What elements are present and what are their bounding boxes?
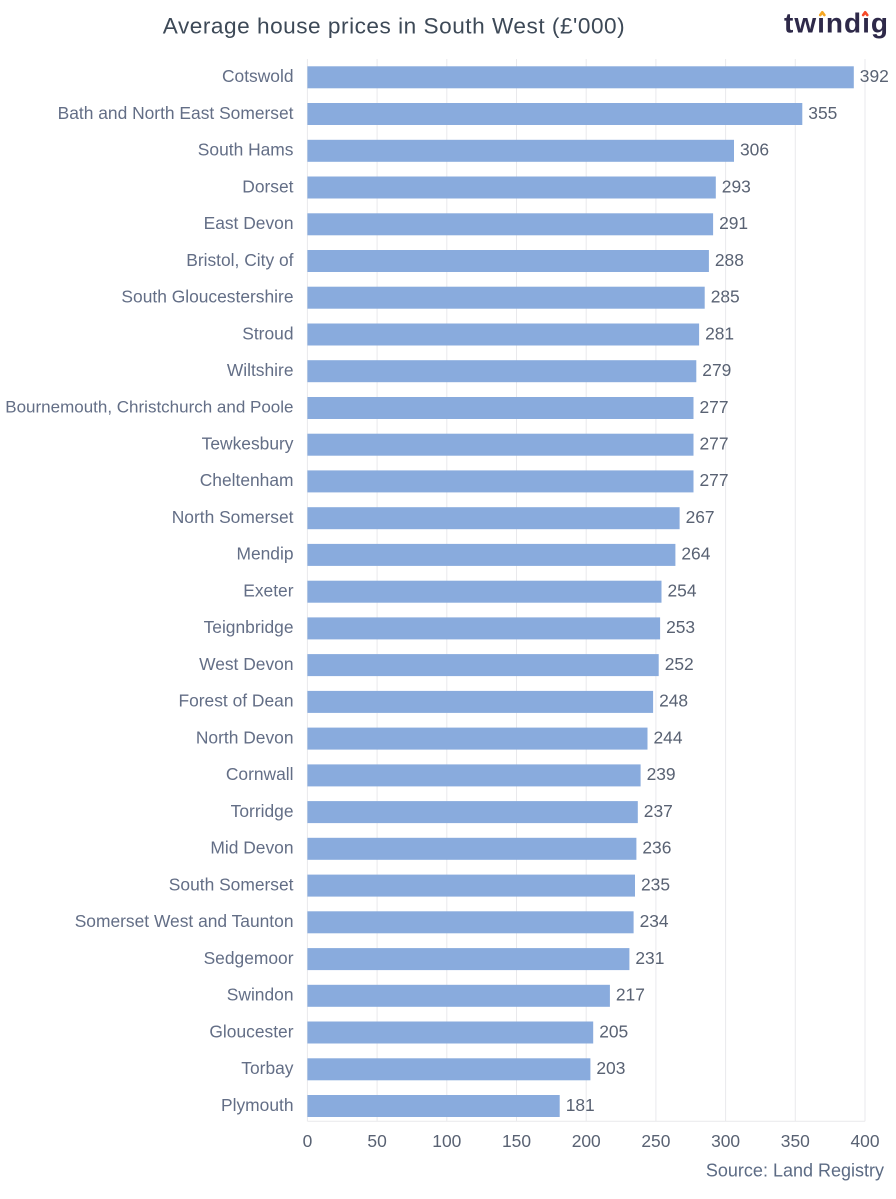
svg-text:355: 355 xyxy=(808,103,837,123)
svg-text:234: 234 xyxy=(640,911,669,931)
svg-text:Torbay: Torbay xyxy=(241,1058,294,1078)
svg-text:North Somerset: North Somerset xyxy=(172,507,294,527)
svg-text:267: 267 xyxy=(686,507,715,527)
svg-text:Sedgemoor: Sedgemoor xyxy=(204,948,294,968)
svg-text:281: 281 xyxy=(705,323,734,343)
svg-text:50: 50 xyxy=(367,1131,386,1151)
svg-text:Mendip: Mendip xyxy=(236,544,293,564)
svg-text:South Hams: South Hams xyxy=(198,140,294,160)
svg-text:203: 203 xyxy=(596,1058,625,1078)
svg-text:288: 288 xyxy=(715,250,744,270)
svg-text:150: 150 xyxy=(502,1131,531,1151)
svg-text:239: 239 xyxy=(647,764,676,784)
svg-text:253: 253 xyxy=(666,617,695,637)
svg-text:277: 277 xyxy=(700,434,729,454)
svg-text:181: 181 xyxy=(566,1095,595,1115)
svg-text:205: 205 xyxy=(599,1021,628,1041)
svg-text:Plymouth: Plymouth xyxy=(221,1095,294,1115)
svg-text:Forest of Dean: Forest of Dean xyxy=(178,691,293,711)
svg-text:248: 248 xyxy=(659,691,688,711)
svg-text:235: 235 xyxy=(641,874,670,894)
svg-text:Somerset West and Taunton: Somerset West and Taunton xyxy=(75,911,294,931)
svg-text:West Devon: West Devon xyxy=(199,654,293,674)
svg-text:279: 279 xyxy=(702,360,731,380)
svg-text:Cheltenham: Cheltenham xyxy=(200,470,294,490)
svg-text:400: 400 xyxy=(850,1131,879,1151)
svg-text:Exeter: Exeter xyxy=(243,581,293,601)
svg-text:South Gloucestershire: South Gloucestershire xyxy=(121,287,293,307)
svg-text:South Somerset: South Somerset xyxy=(169,874,294,894)
svg-text:East Devon: East Devon xyxy=(204,213,294,233)
svg-text:Bournemouth, Christchurch and: Bournemouth, Christchurch and Poole xyxy=(5,397,293,416)
svg-text:Torridge: Torridge xyxy=(231,801,294,821)
svg-text:Tewkesbury: Tewkesbury xyxy=(202,434,294,454)
svg-text:Dorset: Dorset xyxy=(242,176,293,196)
svg-text:236: 236 xyxy=(642,838,671,858)
svg-text:277: 277 xyxy=(700,397,729,417)
svg-text:Gloucester: Gloucester xyxy=(209,1021,293,1041)
svg-text:350: 350 xyxy=(781,1131,810,1151)
svg-text:Cornwall: Cornwall xyxy=(226,764,294,784)
svg-text:277: 277 xyxy=(700,470,729,490)
svg-text:twındıg: twındıg xyxy=(784,7,889,38)
svg-text:Teignbridge: Teignbridge xyxy=(204,617,294,637)
svg-text:306: 306 xyxy=(740,140,769,160)
svg-text:291: 291 xyxy=(719,213,748,233)
svg-text:237: 237 xyxy=(644,801,673,821)
svg-text:Stroud: Stroud xyxy=(242,323,293,343)
svg-text:North Devon: North Devon xyxy=(196,727,294,747)
svg-text:0: 0 xyxy=(303,1131,313,1151)
svg-text:Swindon: Swindon xyxy=(227,985,294,1005)
svg-text:264: 264 xyxy=(681,544,710,564)
svg-text:Average house prices in South: Average house prices in South West (£'00… xyxy=(163,14,625,39)
svg-text:Source: Land Registry: Source: Land Registry xyxy=(706,1161,884,1181)
svg-text:217: 217 xyxy=(616,985,645,1005)
svg-text:Cotswold: Cotswold xyxy=(222,66,294,86)
svg-text:254: 254 xyxy=(668,581,697,601)
svg-text:Wiltshire: Wiltshire xyxy=(227,360,294,380)
svg-text:293: 293 xyxy=(722,176,751,196)
svg-text:200: 200 xyxy=(572,1131,601,1151)
svg-text:252: 252 xyxy=(665,654,694,674)
svg-text:244: 244 xyxy=(654,727,683,747)
svg-text:250: 250 xyxy=(641,1131,670,1151)
svg-text:300: 300 xyxy=(711,1131,740,1151)
svg-text:Bath and North East Somerset: Bath and North East Somerset xyxy=(58,103,294,123)
svg-text:285: 285 xyxy=(711,287,740,307)
svg-text:Mid Devon: Mid Devon xyxy=(210,838,293,858)
svg-text:392: 392 xyxy=(860,66,889,86)
svg-text:231: 231 xyxy=(635,948,664,968)
svg-text:100: 100 xyxy=(432,1131,461,1151)
svg-text:Bristol, City of: Bristol, City of xyxy=(186,250,293,270)
